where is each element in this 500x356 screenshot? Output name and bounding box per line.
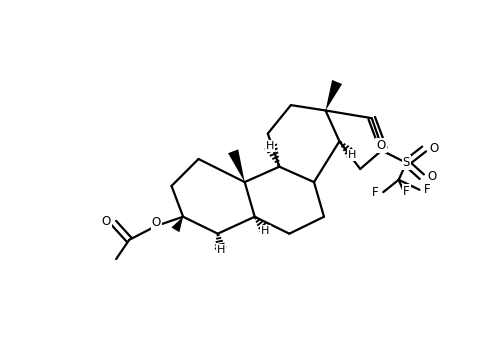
Text: H: H [266, 141, 274, 151]
Text: O: O [152, 216, 161, 229]
Polygon shape [228, 150, 244, 182]
Polygon shape [326, 80, 342, 110]
Text: O: O [102, 215, 110, 228]
Polygon shape [172, 217, 183, 232]
Text: H: H [216, 245, 225, 255]
Text: F: F [403, 185, 409, 198]
Text: F: F [372, 185, 379, 199]
Text: S: S [402, 156, 410, 169]
Text: F: F [424, 183, 430, 196]
Text: O: O [376, 140, 386, 152]
Text: H: H [262, 226, 270, 236]
Text: H: H [348, 150, 356, 160]
Text: O: O [430, 142, 438, 156]
Text: O: O [427, 170, 436, 183]
